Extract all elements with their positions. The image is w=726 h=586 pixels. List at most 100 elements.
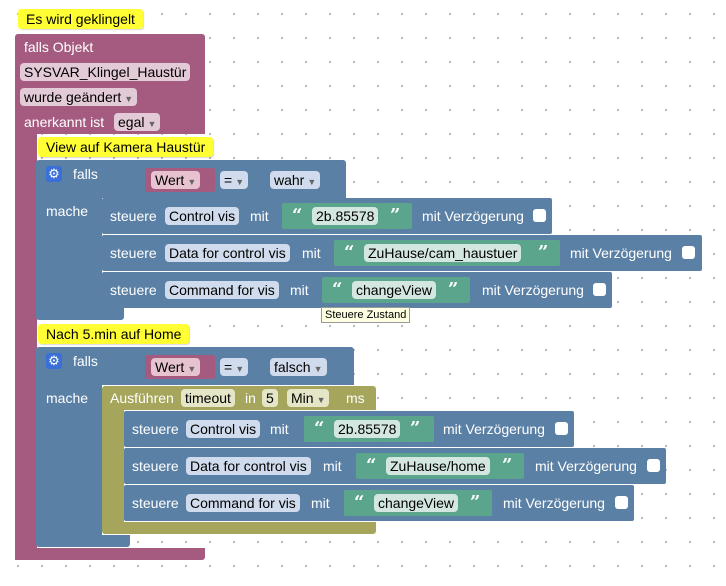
- control-target-dropdown[interactable]: Data for control vis: [165, 244, 290, 262]
- value-dropdown[interactable]: Wert ▼: [151, 358, 201, 376]
- control-target-dropdown[interactable]: Data for control vis: [186, 457, 311, 475]
- timeout-name-field[interactable]: timeout: [181, 389, 235, 407]
- ack-value-text: egal: [118, 114, 145, 130]
- tooltip: Steuere Zustand: [321, 307, 411, 323]
- control-target-dropdown[interactable]: Command for vis: [186, 494, 300, 512]
- control-target-text: Control vis: [169, 208, 236, 224]
- timeout-unit-dropdown[interactable]: Min ▼: [287, 389, 330, 407]
- ack-dropdown[interactable]: egal ▼: [114, 113, 161, 131]
- quote-close-icon: ”: [390, 205, 401, 226]
- value-text: Wert: [155, 172, 185, 188]
- delay-label: mit Verzögerung: [535, 458, 637, 474]
- control-target-text: Data for control vis: [169, 245, 286, 261]
- timeout-amount-field[interactable]: 5: [262, 389, 278, 407]
- if-block-1-footer: [36, 306, 124, 320]
- if-block-1-spine: [36, 196, 102, 310]
- ack-label: anerkannt ist: [24, 114, 105, 130]
- trigger-comment[interactable]: Es wird geklingelt: [18, 9, 143, 29]
- delay-label: mit Verzögerung: [443, 421, 545, 437]
- control-verb: steuere: [132, 421, 179, 437]
- timeout-block[interactable]: [102, 386, 376, 410]
- control-verb: steuere: [110, 208, 157, 224]
- object-id-text: SYSVAR_Klingel_Haustür: [24, 64, 187, 80]
- delay-checkbox[interactable]: [555, 422, 568, 435]
- operator-text: =: [224, 359, 233, 375]
- dropdown-arrow-icon: ▼: [313, 364, 323, 374]
- delay-checkbox[interactable]: [615, 496, 628, 509]
- delay-label: mit Verzögerung: [482, 282, 584, 298]
- delay-label: mit Verzögerung: [503, 495, 605, 511]
- dropdown-arrow-icon: ▼: [235, 177, 245, 187]
- timeout-unit-text: Min: [291, 390, 314, 406]
- with-label: mit: [250, 208, 269, 224]
- operator-dropdown[interactable]: = ▼: [220, 358, 249, 376]
- quote-close-icon: ”: [502, 455, 513, 476]
- string-value[interactable]: 2b.85578: [312, 207, 379, 225]
- bool-dropdown[interactable]: wahr ▼: [270, 171, 321, 189]
- value-dropdown[interactable]: Wert ▼: [151, 171, 201, 189]
- operator-text: =: [224, 172, 233, 188]
- string-value[interactable]: ZuHause/home: [386, 457, 490, 475]
- string-value[interactable]: 2b.85578: [334, 420, 401, 438]
- delay-checkbox[interactable]: [593, 283, 606, 296]
- quote-close-icon: ”: [448, 279, 459, 300]
- with-label: mit: [290, 282, 309, 298]
- dropdown-arrow-icon: ▼: [187, 364, 197, 374]
- quote-open-icon: “: [366, 455, 377, 476]
- delay-label: mit Verzögerung: [422, 208, 524, 224]
- changed-text: wurde geändert: [24, 89, 122, 105]
- quote-close-icon: ”: [470, 492, 481, 513]
- quote-open-icon: “: [344, 242, 355, 263]
- operator-dropdown[interactable]: = ▼: [220, 171, 249, 189]
- dropdown-arrow-icon: ▼: [307, 177, 317, 187]
- if-block-2-footer: [36, 535, 130, 547]
- do-label: mache: [46, 390, 89, 406]
- dropdown-arrow-icon: ▼: [124, 94, 134, 104]
- control-target-dropdown[interactable]: Control vis: [186, 420, 261, 438]
- delay-checkbox[interactable]: [647, 459, 660, 472]
- control-target-text: Command for vis: [190, 495, 296, 511]
- delay-checkbox[interactable]: [533, 209, 546, 222]
- with-label: mit: [311, 495, 330, 511]
- dropdown-arrow-icon: ▼: [316, 395, 326, 405]
- gear-icon[interactable]: ⚙: [46, 353, 62, 369]
- control-verb: steuere: [110, 282, 157, 298]
- quote-close-icon: ”: [538, 242, 549, 263]
- dropdown-arrow-icon: ▼: [187, 177, 197, 187]
- quote-open-icon: “: [332, 279, 343, 300]
- control-target-dropdown[interactable]: Command for vis: [165, 281, 279, 299]
- string-value[interactable]: changeView: [352, 281, 437, 299]
- string-value[interactable]: ZuHause/cam_haustuer: [364, 244, 522, 262]
- dropdown-arrow-icon: ▼: [147, 119, 157, 129]
- with-label: mit: [270, 421, 289, 437]
- control-verb: steuere: [132, 458, 179, 474]
- control-target-text: Command for vis: [169, 282, 275, 298]
- if-block-2-spine: [36, 383, 102, 539]
- trigger-block[interactable]: [15, 34, 205, 134]
- quote-open-icon: “: [292, 205, 303, 226]
- object-id-field[interactable]: SYSVAR_Klingel_Haustür: [20, 63, 191, 81]
- dropdown-arrow-icon: ▼: [235, 364, 245, 374]
- trigger-block-footer: [15, 548, 205, 560]
- bool-dropdown[interactable]: falsch ▼: [270, 358, 327, 376]
- timeout-amount-text: 5: [266, 390, 274, 406]
- timeout-block-spine: [102, 408, 124, 526]
- if-label: falls: [73, 353, 98, 369]
- bool-text: wahr: [274, 172, 305, 188]
- control-target-dropdown[interactable]: Control vis: [165, 207, 240, 225]
- control-verb: steuere: [110, 245, 157, 261]
- bool-text: falsch: [274, 359, 311, 375]
- section1-comment[interactable]: View auf Kamera Haustür: [38, 137, 214, 157]
- changed-dropdown[interactable]: wurde geändert ▼: [20, 88, 138, 106]
- with-label: mit: [302, 245, 321, 261]
- timeout-block-footer: [102, 522, 376, 534]
- run-label: Ausführen: [110, 390, 174, 406]
- delay-label: mit Verzögerung: [570, 245, 672, 261]
- string-value[interactable]: changeView: [374, 494, 459, 512]
- delay-checkbox[interactable]: [682, 246, 695, 259]
- if-label: falls: [73, 166, 98, 182]
- gear-icon[interactable]: ⚙: [46, 166, 62, 182]
- trigger-block-spine: [15, 130, 37, 560]
- do-label: mache: [46, 203, 89, 219]
- section2-comment[interactable]: Nach 5.min auf Home: [38, 324, 190, 344]
